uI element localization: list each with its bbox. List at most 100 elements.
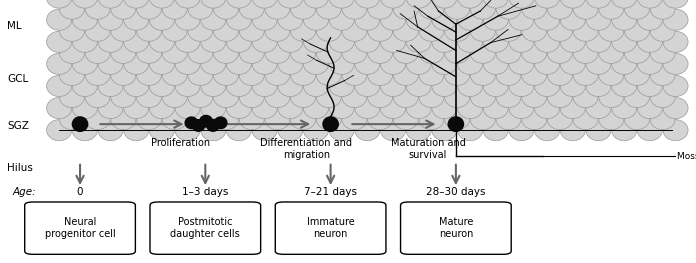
Ellipse shape <box>419 42 444 63</box>
Ellipse shape <box>98 120 123 141</box>
Ellipse shape <box>509 9 534 30</box>
Text: Mossy fiber pathway: Mossy fiber pathway <box>677 152 696 161</box>
Ellipse shape <box>445 0 470 19</box>
Ellipse shape <box>162 42 187 63</box>
Ellipse shape <box>381 9 406 30</box>
Ellipse shape <box>586 75 611 97</box>
Ellipse shape <box>560 75 585 97</box>
Ellipse shape <box>483 75 508 97</box>
Ellipse shape <box>367 42 393 63</box>
Ellipse shape <box>342 109 367 130</box>
Ellipse shape <box>239 64 264 85</box>
Ellipse shape <box>355 98 380 119</box>
Ellipse shape <box>573 0 598 19</box>
Ellipse shape <box>470 87 496 108</box>
Ellipse shape <box>522 87 547 108</box>
Ellipse shape <box>252 9 277 30</box>
Ellipse shape <box>47 120 72 141</box>
Ellipse shape <box>124 75 149 97</box>
Ellipse shape <box>573 87 598 108</box>
Ellipse shape <box>98 53 123 74</box>
Ellipse shape <box>483 31 508 52</box>
Ellipse shape <box>663 120 688 141</box>
Ellipse shape <box>72 31 97 52</box>
Ellipse shape <box>445 109 470 130</box>
Ellipse shape <box>586 0 611 8</box>
Ellipse shape <box>445 42 470 63</box>
Ellipse shape <box>47 9 72 30</box>
Ellipse shape <box>226 120 251 141</box>
Ellipse shape <box>445 64 470 85</box>
Ellipse shape <box>406 9 432 30</box>
Ellipse shape <box>111 0 136 19</box>
Ellipse shape <box>522 20 547 41</box>
Ellipse shape <box>573 64 598 85</box>
Ellipse shape <box>265 64 290 85</box>
Ellipse shape <box>72 98 97 119</box>
Ellipse shape <box>406 31 432 52</box>
Ellipse shape <box>381 75 406 97</box>
Ellipse shape <box>599 20 624 41</box>
Ellipse shape <box>367 0 393 19</box>
Ellipse shape <box>85 20 110 41</box>
Ellipse shape <box>278 31 303 52</box>
Ellipse shape <box>136 109 161 130</box>
Ellipse shape <box>175 0 200 8</box>
Ellipse shape <box>586 53 611 74</box>
Ellipse shape <box>124 31 149 52</box>
Ellipse shape <box>59 42 84 63</box>
Ellipse shape <box>560 31 585 52</box>
Ellipse shape <box>393 42 418 63</box>
Ellipse shape <box>72 117 88 131</box>
Ellipse shape <box>290 64 315 85</box>
Ellipse shape <box>355 9 380 30</box>
Ellipse shape <box>162 64 187 85</box>
Ellipse shape <box>650 20 675 41</box>
Ellipse shape <box>329 53 354 74</box>
Ellipse shape <box>535 75 560 97</box>
Ellipse shape <box>509 31 534 52</box>
Ellipse shape <box>329 98 354 119</box>
Ellipse shape <box>432 9 457 30</box>
Ellipse shape <box>47 53 72 74</box>
Ellipse shape <box>188 87 213 108</box>
Ellipse shape <box>150 53 175 74</box>
Ellipse shape <box>278 0 303 8</box>
Ellipse shape <box>329 120 354 141</box>
Ellipse shape <box>638 31 663 52</box>
Ellipse shape <box>329 9 354 30</box>
Ellipse shape <box>329 75 354 97</box>
Ellipse shape <box>150 120 175 141</box>
Ellipse shape <box>188 0 213 19</box>
Ellipse shape <box>214 20 239 41</box>
Ellipse shape <box>547 87 572 108</box>
Ellipse shape <box>612 120 637 141</box>
Ellipse shape <box>586 9 611 30</box>
Ellipse shape <box>136 20 161 41</box>
Ellipse shape <box>316 87 341 108</box>
Ellipse shape <box>547 42 572 63</box>
Ellipse shape <box>355 120 380 141</box>
Ellipse shape <box>367 109 393 130</box>
Ellipse shape <box>573 42 598 63</box>
Ellipse shape <box>419 87 444 108</box>
Ellipse shape <box>624 87 649 108</box>
Ellipse shape <box>393 0 418 19</box>
Text: Immature
neuron: Immature neuron <box>307 217 354 239</box>
Ellipse shape <box>59 0 84 19</box>
Ellipse shape <box>290 42 315 63</box>
Ellipse shape <box>162 87 187 108</box>
Ellipse shape <box>599 64 624 85</box>
Ellipse shape <box>406 0 432 8</box>
Ellipse shape <box>111 109 136 130</box>
Ellipse shape <box>290 0 315 19</box>
Ellipse shape <box>252 98 277 119</box>
Ellipse shape <box>381 31 406 52</box>
Ellipse shape <box>72 75 97 97</box>
Ellipse shape <box>560 9 585 30</box>
Ellipse shape <box>393 20 418 41</box>
Ellipse shape <box>355 53 380 74</box>
Ellipse shape <box>663 9 688 30</box>
Ellipse shape <box>59 87 84 108</box>
Ellipse shape <box>59 20 84 41</box>
